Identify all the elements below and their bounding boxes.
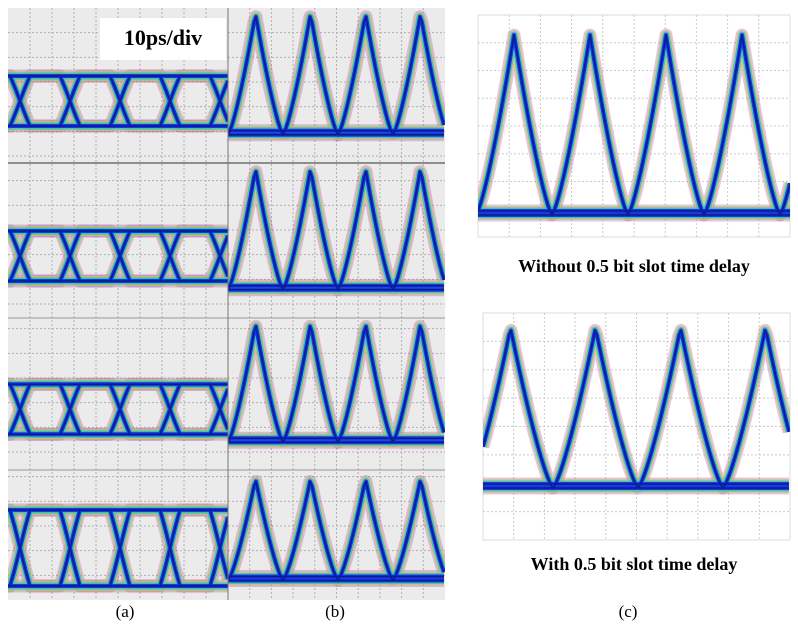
eye-diagram [8, 69, 228, 133]
panel-label: (c) [619, 602, 638, 621]
panel-label: (b) [325, 602, 345, 621]
eye-diagram [8, 503, 228, 593]
eye-diagram [228, 475, 445, 587]
trace [483, 329, 790, 489]
scale-label-box [100, 18, 226, 60]
eye-diagram [478, 28, 790, 222]
eye-diagram [228, 10, 445, 142]
eye-diagram [8, 224, 228, 288]
trace [478, 34, 790, 216]
caption: Without 0.5 bit slot time delay [518, 256, 750, 276]
panel-label: (a) [116, 602, 135, 621]
eye-diagram [228, 319, 445, 449]
eye-diagram [483, 323, 790, 495]
eye-diagram [228, 165, 445, 297]
caption: With 0.5 bit slot time delay [531, 554, 738, 574]
eye-diagram [8, 377, 228, 441]
scale-label: 10ps/div [124, 25, 202, 50]
